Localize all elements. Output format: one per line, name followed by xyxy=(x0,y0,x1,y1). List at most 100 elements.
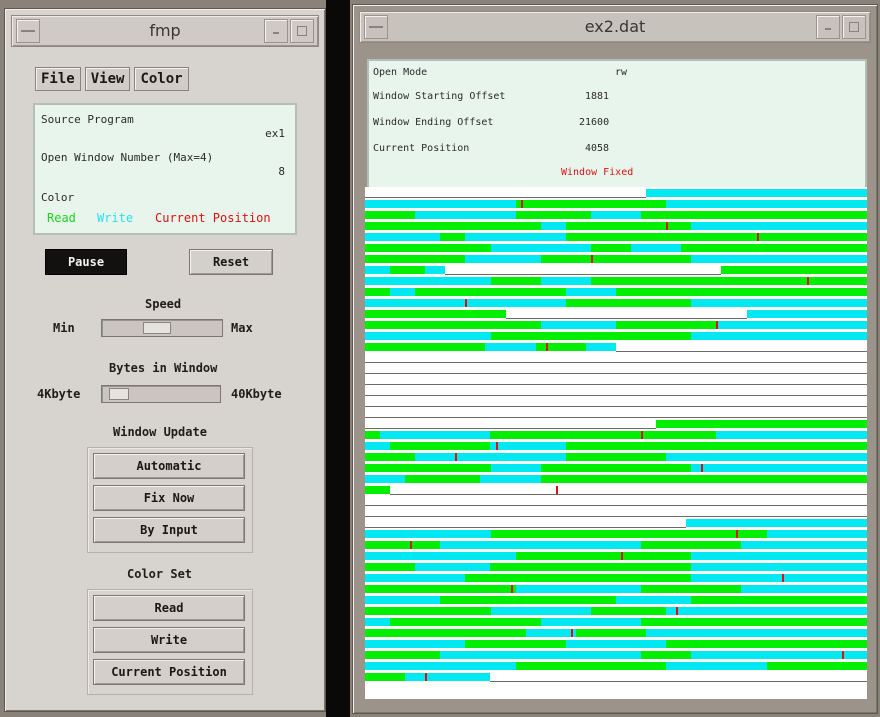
write-segment xyxy=(365,552,516,560)
window-menu-button[interactable] xyxy=(364,15,388,39)
fmp-titlebar[interactable]: fmp xyxy=(11,15,319,47)
memory-row xyxy=(365,398,867,407)
automatic-button[interactable]: Automatic xyxy=(93,453,245,479)
color-read-button[interactable]: Read xyxy=(93,595,245,621)
write-segment xyxy=(716,321,867,329)
fix-now-button[interactable]: Fix Now xyxy=(93,485,245,511)
bytes-max-label: 40Kbyte xyxy=(231,387,282,401)
empty-segment xyxy=(365,189,647,198)
color-current-position-button[interactable]: Current Position xyxy=(93,659,245,685)
write-segment xyxy=(425,266,446,274)
read-segment xyxy=(365,343,486,351)
read-segment xyxy=(390,618,541,626)
write-segment xyxy=(365,618,391,626)
reset-button[interactable]: Reset xyxy=(189,249,273,275)
read-segment xyxy=(365,673,406,681)
minimize-button[interactable] xyxy=(816,15,840,39)
start-offset-value: 1881 xyxy=(585,91,610,102)
write-segment xyxy=(741,541,867,549)
bytes-slider[interactable] xyxy=(101,385,221,403)
by-input-button[interactable]: By Input xyxy=(93,517,245,543)
read-segment xyxy=(575,629,647,637)
current-position-mark xyxy=(425,673,427,681)
current-position-value: 4058 xyxy=(585,143,610,154)
ex2-titlebar[interactable]: ex2.dat xyxy=(359,11,871,43)
maximize-button[interactable] xyxy=(290,19,314,43)
current-position-mark xyxy=(807,277,809,285)
menu-file[interactable]: File xyxy=(35,67,81,91)
speed-slider[interactable] xyxy=(101,319,223,337)
menu-bar: File View Color xyxy=(35,67,193,93)
window-title: ex2.dat xyxy=(584,17,646,36)
source-program-label: Source Program xyxy=(41,113,134,126)
write-segment xyxy=(390,288,416,296)
fmp-window: fmp File View Color Source Program ex1 Ope… xyxy=(4,8,326,712)
memory-row xyxy=(365,299,867,307)
memory-row xyxy=(365,607,867,615)
empty-segment xyxy=(365,365,867,374)
current-position-mark xyxy=(465,299,467,307)
current-position-mark xyxy=(546,343,548,351)
write-segment xyxy=(691,299,867,307)
write-segment xyxy=(465,255,541,263)
minimize-button[interactable] xyxy=(264,19,288,43)
bytes-slider-thumb[interactable] xyxy=(109,388,129,400)
memory-row xyxy=(365,332,867,340)
read-segment xyxy=(490,332,692,340)
read-segment xyxy=(365,486,391,494)
write-segment xyxy=(540,618,642,626)
read-segment xyxy=(490,530,767,538)
read-segment xyxy=(615,321,717,329)
pause-button[interactable]: Pause xyxy=(45,249,127,275)
read-segment xyxy=(465,574,692,582)
current-position-mark xyxy=(496,442,498,450)
read-segment xyxy=(565,299,692,307)
read-segment xyxy=(365,255,466,263)
memory-map[interactable] xyxy=(365,187,867,699)
write-segment xyxy=(716,431,867,439)
write-segment xyxy=(540,321,616,329)
write-segment xyxy=(741,585,867,593)
read-segment xyxy=(540,464,692,472)
write-segment xyxy=(440,651,642,659)
read-segment xyxy=(405,475,481,483)
read-segment xyxy=(365,464,491,472)
memory-row xyxy=(365,574,867,582)
source-program-value: ex1 xyxy=(265,127,285,140)
write-segment xyxy=(691,464,867,472)
speed-slider-thumb[interactable] xyxy=(143,322,171,334)
bytes-in-window-label: Bytes in Window xyxy=(109,361,218,375)
read-segment xyxy=(365,651,441,659)
open-window-value: 8 xyxy=(278,165,285,178)
write-segment xyxy=(540,222,566,230)
read-segment xyxy=(465,640,566,648)
source-info-panel: Source Program ex1 Open Window Number (M… xyxy=(33,103,297,235)
window-update-label: Window Update xyxy=(113,425,207,439)
window-fixed-status: Window Fixed xyxy=(561,167,634,178)
current-position-mark xyxy=(556,486,558,494)
write-segment xyxy=(615,596,692,604)
color-write-button[interactable]: Write xyxy=(93,627,245,653)
read-segment xyxy=(390,266,426,274)
memory-row xyxy=(365,321,867,329)
maximize-button[interactable] xyxy=(842,15,866,39)
end-offset-value: 21600 xyxy=(579,117,610,128)
empty-segment xyxy=(365,387,867,396)
empty-segment xyxy=(365,519,687,528)
window-menu-button[interactable] xyxy=(16,19,40,43)
read-segment xyxy=(666,640,867,648)
read-segment xyxy=(390,442,491,450)
menu-color[interactable]: Color xyxy=(134,67,189,91)
memory-row xyxy=(365,442,867,450)
menu-view[interactable]: View xyxy=(84,67,131,91)
maximize-icon xyxy=(849,22,859,32)
memory-row xyxy=(365,497,867,506)
current-position-mark xyxy=(666,222,668,230)
write-segment xyxy=(646,189,867,197)
open-window-label: Open Window Number (Max=4) xyxy=(41,151,214,164)
read-segment xyxy=(365,310,506,318)
write-segment xyxy=(365,277,491,285)
legend-write: Write xyxy=(97,211,134,225)
write-segment xyxy=(490,464,541,472)
write-segment xyxy=(540,277,591,285)
